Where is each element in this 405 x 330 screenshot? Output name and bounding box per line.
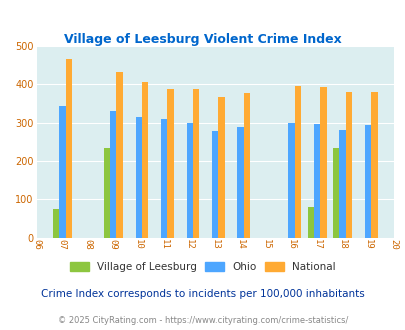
Legend: Village of Leesburg, Ohio, National: Village of Leesburg, Ohio, National [70, 262, 335, 272]
Bar [364, 125, 370, 238]
Bar [192, 89, 199, 238]
Bar [339, 130, 345, 238]
Bar [103, 148, 110, 238]
Bar [53, 209, 59, 238]
Bar [243, 93, 249, 238]
Text: Crime Index corresponds to incidents per 100,000 inhabitants: Crime Index corresponds to incidents per… [41, 289, 364, 299]
Text: Village of Leesburg Violent Crime Index: Village of Leesburg Violent Crime Index [64, 33, 341, 46]
Bar [294, 85, 301, 238]
Bar [59, 106, 65, 238]
Bar [313, 123, 320, 238]
Bar [370, 92, 377, 238]
Bar [211, 131, 218, 238]
Bar [288, 123, 294, 238]
Bar [332, 148, 339, 238]
Bar [135, 117, 142, 238]
Bar [110, 111, 116, 238]
Bar [186, 123, 192, 238]
Bar [237, 127, 243, 238]
Bar [218, 97, 224, 238]
Bar [167, 89, 173, 238]
Bar [65, 59, 72, 238]
Bar [142, 82, 148, 238]
Bar [307, 207, 313, 238]
Bar [116, 72, 123, 238]
Bar [345, 92, 351, 238]
Bar [161, 119, 167, 238]
Text: © 2025 CityRating.com - https://www.cityrating.com/crime-statistics/: © 2025 CityRating.com - https://www.city… [58, 316, 347, 325]
Bar [320, 87, 326, 238]
